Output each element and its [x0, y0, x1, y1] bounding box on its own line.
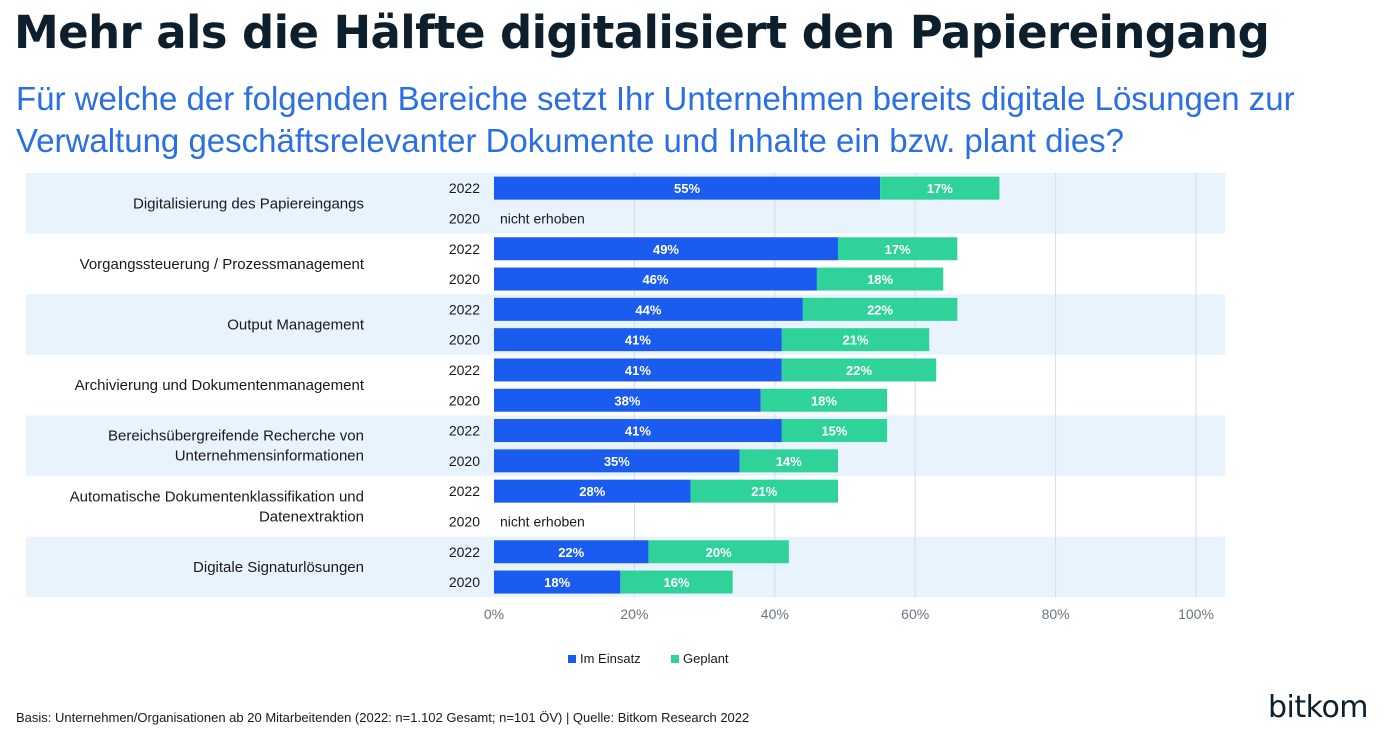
bar-geplant [781, 419, 888, 443]
year-label: 2020 [449, 453, 480, 469]
data-label-geplant: 15% [821, 424, 847, 439]
bar-im-einsatz [494, 267, 817, 291]
x-tick-label: 20% [620, 606, 648, 622]
data-label-geplant: 20% [706, 545, 732, 560]
bar-geplant [781, 358, 937, 382]
category-label: Archivierung und Dokumentenmanagement [75, 377, 365, 394]
year-label: 2020 [449, 332, 480, 348]
bar-im-einsatz [494, 419, 782, 443]
year-label: 2020 [449, 392, 480, 408]
x-tick-label: 80% [1042, 606, 1070, 622]
year-label: 2020 [449, 271, 480, 287]
chart-title: Mehr als die Hälfte digitalisiert den Pa… [14, 6, 1270, 59]
category-label: Output Management [227, 317, 365, 334]
data-label-im-einsatz: 44% [635, 302, 661, 317]
year-label: 2020 [449, 513, 480, 529]
data-label-im-einsatz: 41% [625, 333, 651, 348]
category-label: Automatische Dokumentenklassifikation un… [70, 488, 364, 505]
x-tick-label: 100% [1178, 606, 1214, 622]
data-label-im-einsatz: 46% [642, 272, 668, 287]
year-label: 2022 [449, 301, 480, 317]
bar-geplant [648, 540, 789, 564]
data-label-geplant: 17% [927, 181, 953, 196]
not-surveyed-label: nicht erhoben [500, 513, 585, 529]
x-tick-label: 40% [761, 606, 789, 622]
bar-geplant [760, 388, 888, 412]
bar-geplant [816, 267, 944, 291]
year-label: 2022 [449, 544, 480, 560]
data-label-im-einsatz: 38% [614, 393, 640, 408]
year-label: 2020 [449, 574, 480, 590]
bar-geplant [837, 237, 958, 261]
category-label: Datenextraktion [259, 508, 364, 525]
bar-im-einsatz [494, 540, 649, 564]
bar-im-einsatz [494, 570, 621, 594]
bar-geplant [802, 297, 958, 321]
x-tick-label: 60% [901, 606, 929, 622]
data-label-geplant: 17% [885, 242, 911, 257]
bar-geplant [739, 449, 838, 473]
bar-geplant [781, 328, 930, 352]
bar-im-einsatz [494, 176, 881, 200]
stacked-bar-chart: 0% 20% 40% 60% 80% 100% Digitalisierung des Pa… [26, 173, 1225, 666]
data-label-im-einsatz: 35% [604, 454, 630, 469]
bar-geplant [620, 570, 733, 594]
data-label-geplant: 21% [751, 484, 777, 499]
category-label: Digitale Signaturlösungen [193, 559, 364, 576]
source-footnote: Basis: Unternehmen/Organisationen ab 20 … [16, 710, 750, 725]
legend-swatch-geplant [671, 655, 679, 663]
data-label-im-einsatz: 18% [544, 575, 570, 590]
data-label-geplant: 18% [867, 272, 893, 287]
legend-label-geplant: Geplant [683, 651, 729, 666]
not-surveyed-label: nicht erhoben [500, 210, 585, 226]
data-label-im-einsatz: 49% [653, 242, 679, 257]
data-label-geplant: 21% [843, 333, 869, 348]
bitkom-logo: bitkom [1268, 690, 1369, 725]
data-label-geplant: 16% [664, 575, 690, 590]
chart-subtitle: Für welche der folgenden Bereiche setzt … [16, 80, 1295, 159]
year-label: 2020 [449, 210, 480, 226]
bar-im-einsatz [494, 237, 838, 261]
data-label-im-einsatz: 55% [674, 181, 700, 196]
bar-im-einsatz [494, 328, 782, 352]
year-label: 2022 [449, 180, 480, 196]
year-label: 2022 [449, 423, 480, 439]
data-label-geplant: 18% [811, 393, 837, 408]
data-label-im-einsatz: 28% [579, 484, 605, 499]
data-label-im-einsatz: 41% [625, 424, 651, 439]
data-label-geplant: 14% [776, 454, 802, 469]
bar-im-einsatz [494, 449, 740, 473]
category-label: Digitalisierung des Papiereingangs [133, 195, 364, 212]
bar-im-einsatz [494, 358, 782, 382]
legend-swatch-im-einsatz [568, 655, 576, 663]
data-label-im-einsatz: 41% [625, 363, 651, 378]
bar-im-einsatz [494, 479, 691, 503]
bar-im-einsatz [494, 388, 761, 412]
x-tick-label: 0% [484, 606, 504, 622]
bar-im-einsatz [494, 297, 803, 321]
bar-geplant [880, 176, 1000, 200]
data-label-geplant: 22% [867, 302, 893, 317]
legend-label-im-einsatz: Im Einsatz [580, 651, 641, 666]
year-label: 2022 [449, 483, 480, 499]
bar-geplant [690, 479, 838, 503]
year-label: 2022 [449, 362, 480, 378]
data-label-geplant: 22% [846, 363, 872, 378]
year-label: 2022 [449, 241, 480, 257]
data-label-im-einsatz: 22% [558, 545, 584, 560]
category-label: Vorgangssteuerung / Prozessmanagement [80, 256, 365, 273]
category-label: Unternehmensinformationen [175, 448, 364, 465]
category-label: Bereichsübergreifende Recherche von [108, 428, 364, 445]
